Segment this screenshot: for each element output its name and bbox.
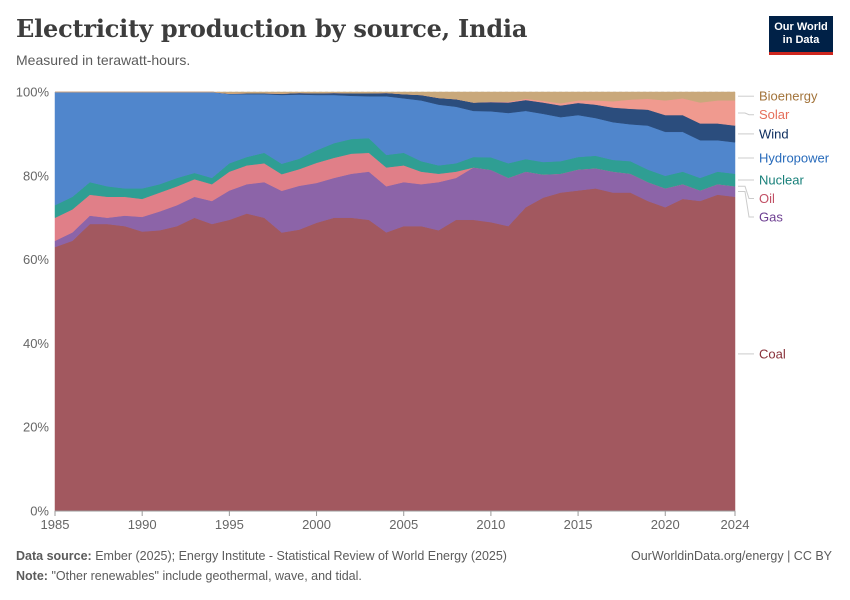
series-label-oil[interactable]: Oil <box>759 191 775 206</box>
series-label-gas[interactable]: Gas <box>759 210 783 225</box>
area-series <box>54 91 736 512</box>
x-tick-label: 2005 <box>389 517 418 532</box>
chart-title: Electricity production by source, India <box>16 14 528 43</box>
series-label-hydropower[interactable]: Hydropower <box>759 151 830 166</box>
logo-line-2: in Data <box>782 34 820 46</box>
chart-subtitle: Measured in terawatt-hours. <box>16 52 191 68</box>
owid-logo[interactable]: Our World in Data <box>769 16 833 55</box>
logo-line-1: Our World <box>774 21 828 33</box>
label-connector <box>738 185 754 199</box>
data-source-line: Data source: Ember (2025); Energy Instit… <box>16 549 507 563</box>
series-label-bioenergy[interactable]: Bioenergy <box>759 89 818 104</box>
x-tick-label: 2020 <box>651 517 680 532</box>
series-label-coal[interactable]: Coal <box>759 346 786 361</box>
x-tick-label: 2015 <box>564 517 593 532</box>
stacked-area-chart: 0% 20% 40% 60% 80% 100% 1985 1990 1995 2000 2005 20… <box>16 85 830 533</box>
y-tick-label: 20% <box>23 420 49 435</box>
label-connector <box>738 112 754 116</box>
note-line: Note: "Other renewables" include geother… <box>16 569 362 583</box>
y-tick-label: 0% <box>30 504 49 519</box>
data-source-label: Data source: <box>16 549 92 563</box>
x-tick-label: 2010 <box>476 517 505 532</box>
x-tick-label: 2000 <box>302 517 331 532</box>
series-label-nuclear[interactable]: Nuclear <box>759 173 804 188</box>
x-tick-label: 1985 <box>41 517 70 532</box>
credit-link[interactable]: OurWorldinData.org/energy | CC BY <box>630 549 832 563</box>
y-tick-label: 100% <box>16 85 50 100</box>
x-tick-label: 2024 <box>721 517 750 532</box>
area-bioenergy[interactable] <box>55 91 736 104</box>
x-tick-label: 1990 <box>128 517 157 532</box>
series-label-wind[interactable]: Wind <box>759 126 789 141</box>
y-tick-label: 80% <box>23 168 49 183</box>
note-label: Note: <box>16 569 48 583</box>
area-coal[interactable] <box>54 188 736 512</box>
x-tick-label: 1995 <box>215 517 244 532</box>
note-text: "Other renewables" include geothermal, w… <box>51 569 362 583</box>
y-tick-label: 40% <box>23 336 49 351</box>
label-connector <box>738 191 754 218</box>
series-label-solar[interactable]: Solar <box>759 107 790 122</box>
series-labels: Bioenergy Solar Wind Hydropower Nuclear Oil Ga… <box>738 89 830 361</box>
data-source-text[interactable]: Ember (2025); Energy Institute - Statist… <box>95 549 507 563</box>
y-tick-label: 60% <box>23 252 49 267</box>
axes: 0% 20% 40% 60% 80% 100% 1985 1990 1995 2000 2005 20… <box>16 85 750 533</box>
